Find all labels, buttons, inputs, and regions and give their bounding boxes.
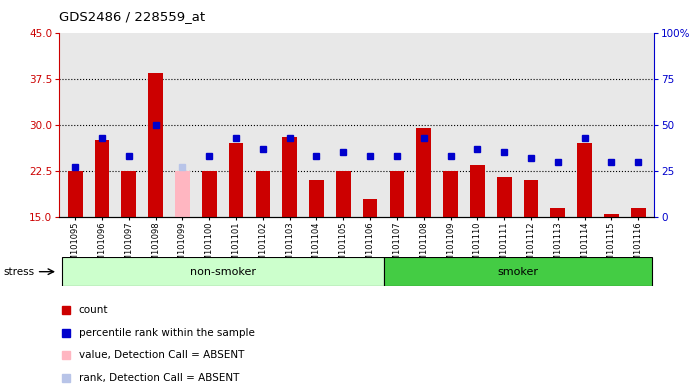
Text: GDS2486 / 228559_at: GDS2486 / 228559_at — [59, 10, 205, 23]
Bar — [416, 128, 431, 217]
Text: count: count — [79, 305, 108, 315]
Bar — [443, 171, 458, 217]
Bar — [577, 143, 592, 217]
Bar — [390, 171, 404, 217]
Bar — [551, 208, 565, 217]
Text: non-smoker: non-smoker — [190, 266, 255, 277]
Bar — [383, 257, 651, 286]
Text: value, Detection Call = ABSENT: value, Detection Call = ABSENT — [79, 350, 244, 360]
Bar — [470, 165, 484, 217]
Text: stress: stress — [3, 266, 35, 277]
Bar — [202, 171, 216, 217]
Bar — [68, 171, 83, 217]
Bar — [148, 73, 163, 217]
Text: rank, Detection Call = ABSENT: rank, Detection Call = ABSENT — [79, 373, 239, 383]
Bar — [122, 171, 136, 217]
Bar — [309, 180, 324, 217]
Bar — [255, 171, 270, 217]
Bar — [523, 180, 538, 217]
Bar — [336, 171, 351, 217]
Text: percentile rank within the sample: percentile rank within the sample — [79, 328, 255, 338]
Bar — [62, 257, 383, 286]
Text: smoker: smoker — [497, 266, 538, 277]
Bar — [229, 143, 244, 217]
Bar — [95, 140, 109, 217]
Bar — [631, 208, 645, 217]
Bar — [283, 137, 297, 217]
Bar — [604, 214, 619, 217]
Bar — [363, 199, 377, 217]
Bar — [175, 171, 190, 217]
Bar — [497, 177, 512, 217]
